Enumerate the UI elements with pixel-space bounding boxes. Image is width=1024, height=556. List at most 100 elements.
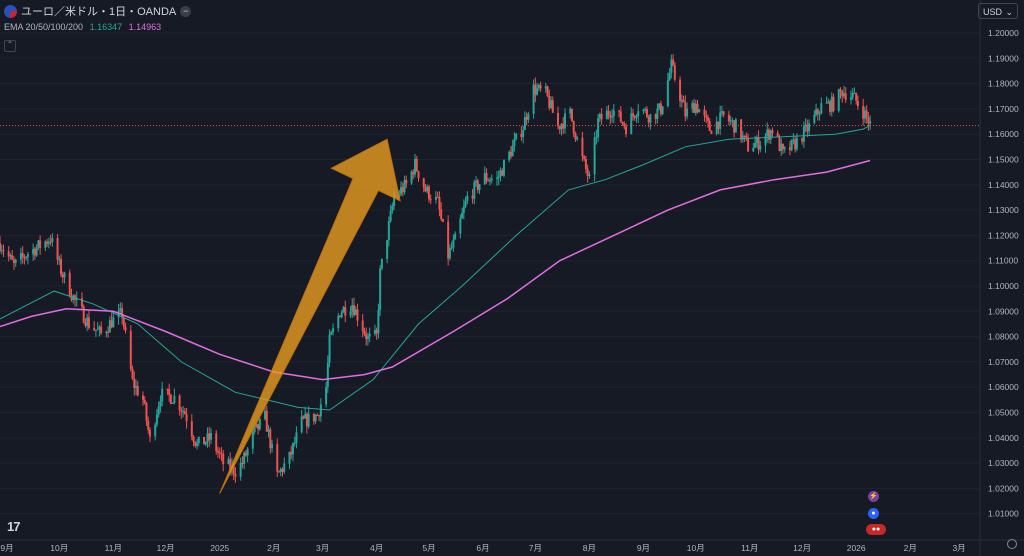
candle-body bbox=[501, 170, 504, 176]
time-axis[interactable]: 9月 10月 11月 12月 2025 2月 3月 4月 5月 6月 7月 8月 9月 10月 11月 12月… bbox=[0, 543, 965, 553]
candle-body bbox=[316, 414, 319, 416]
candle-body bbox=[523, 117, 526, 131]
candle-body bbox=[839, 89, 842, 92]
candle-body bbox=[84, 322, 87, 326]
candle-body bbox=[644, 109, 647, 111]
y-tick-label: 1.19000 bbox=[988, 53, 1019, 63]
candle-body bbox=[107, 331, 110, 333]
candle-body bbox=[436, 196, 439, 198]
candle-body bbox=[7, 251, 10, 257]
collapse-chevron-icon[interactable]: ⌃ bbox=[4, 40, 16, 52]
candle-body bbox=[148, 429, 151, 437]
currency-selector[interactable]: USD ⌄ bbox=[978, 3, 1018, 19]
candle-body bbox=[851, 93, 854, 98]
price-axis[interactable]: 1.20000 1.19000 1.18000 1.17000 1.16000 1.150… bbox=[988, 28, 1019, 519]
candle-body bbox=[572, 120, 575, 134]
candle-body bbox=[816, 109, 819, 115]
candle-body bbox=[548, 95, 551, 108]
candle-body bbox=[49, 241, 52, 243]
indicator-legend[interactable]: EMA 20/50/100/200 1.16347 1.14963 bbox=[4, 22, 165, 32]
candle-body bbox=[680, 99, 683, 102]
candle-body bbox=[450, 247, 453, 249]
candle-body bbox=[415, 158, 418, 172]
candle-body bbox=[820, 103, 823, 114]
candle-body bbox=[180, 410, 183, 412]
symbol-header[interactable]: ユーロ／米ドル・1日・OANDA − bbox=[4, 3, 192, 19]
candle-body bbox=[497, 176, 500, 178]
candle-body bbox=[356, 309, 359, 321]
candle-body bbox=[373, 329, 376, 334]
candle-body bbox=[258, 419, 261, 430]
candle-body bbox=[733, 120, 736, 133]
candle-body bbox=[122, 317, 125, 327]
candle-body bbox=[440, 209, 443, 220]
candle-body bbox=[293, 442, 296, 444]
flash-icon[interactable]: ⚡ bbox=[868, 491, 879, 502]
candle-body bbox=[278, 471, 281, 473]
candle-body bbox=[454, 233, 457, 240]
x-tick-label: 9月 bbox=[637, 543, 650, 553]
candle-body bbox=[776, 133, 779, 137]
candle-body bbox=[0, 242, 1, 251]
candle-body bbox=[269, 429, 272, 449]
candle-body bbox=[169, 394, 172, 404]
candle-body bbox=[281, 468, 284, 472]
candle-body bbox=[783, 147, 786, 150]
candle-body bbox=[405, 179, 408, 184]
candle-body bbox=[495, 177, 498, 179]
candle-body bbox=[621, 122, 624, 124]
candle-body bbox=[68, 272, 71, 297]
candle-body bbox=[705, 115, 708, 118]
candle-body bbox=[741, 135, 744, 140]
candle-body bbox=[623, 123, 626, 127]
candle-body bbox=[135, 386, 138, 388]
minus-icon[interactable]: − bbox=[180, 5, 192, 17]
candle-body bbox=[400, 187, 403, 194]
candle-body bbox=[60, 258, 63, 275]
candle-body bbox=[551, 100, 554, 113]
candle-body bbox=[393, 196, 396, 206]
candle-body bbox=[182, 411, 185, 413]
candle-body bbox=[679, 79, 682, 102]
indicator-name: EMA 20/50/100/200 bbox=[4, 22, 84, 32]
candle-body bbox=[229, 459, 232, 470]
candle-body bbox=[264, 410, 267, 420]
candle-body bbox=[867, 117, 870, 124]
candle-body bbox=[706, 117, 709, 121]
candle-body bbox=[825, 102, 828, 104]
candle-body bbox=[168, 389, 171, 395]
candle-body bbox=[401, 187, 404, 193]
candle-body bbox=[464, 200, 467, 207]
candle-body bbox=[82, 306, 85, 323]
candle-body bbox=[243, 453, 246, 464]
candle-body bbox=[197, 436, 200, 444]
candle-body bbox=[473, 182, 476, 199]
event-icon[interactable]: ● bbox=[868, 508, 879, 519]
candle-body bbox=[206, 433, 209, 442]
candle-body bbox=[441, 219, 444, 222]
candle-body bbox=[778, 136, 781, 151]
candle-body bbox=[853, 92, 856, 94]
candle-body bbox=[80, 298, 83, 307]
candle-body bbox=[832, 96, 835, 111]
candle-body bbox=[801, 138, 804, 142]
x-tick-label: 4月 bbox=[370, 543, 383, 553]
y-tick-label: 1.10000 bbox=[988, 281, 1019, 291]
candle-body bbox=[813, 114, 816, 124]
candle-body bbox=[251, 432, 254, 449]
candle-body bbox=[86, 317, 89, 326]
candle-body bbox=[550, 100, 553, 108]
candle-body bbox=[525, 117, 528, 120]
candle-body bbox=[267, 429, 270, 432]
candle-body bbox=[841, 91, 844, 97]
settings-gear-icon[interactable] bbox=[1007, 539, 1017, 549]
candle-body bbox=[93, 327, 96, 331]
candle-body bbox=[829, 101, 832, 112]
candle-body bbox=[239, 462, 242, 477]
candle-body bbox=[461, 212, 464, 219]
y-tick-label: 1.09000 bbox=[988, 306, 1019, 316]
economic-events-icon[interactable]: ●● bbox=[866, 524, 886, 535]
candle-body bbox=[379, 268, 382, 311]
candle-body bbox=[686, 108, 689, 117]
